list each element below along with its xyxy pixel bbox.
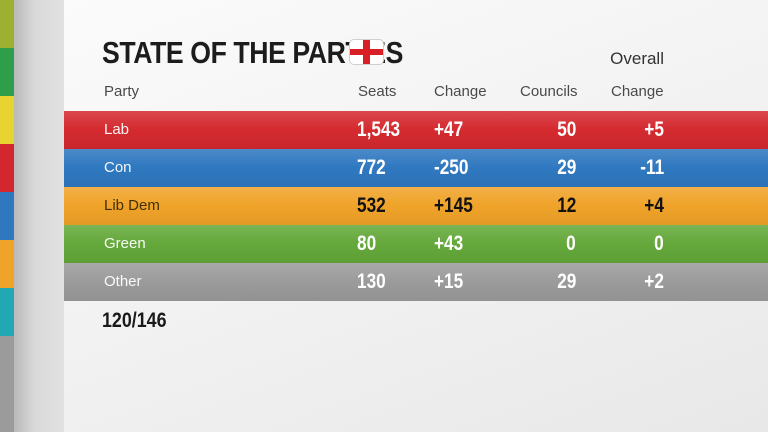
party-name: Green bbox=[104, 235, 146, 252]
councils-change-value: 0 bbox=[654, 232, 664, 255]
councils-value: 29 bbox=[556, 156, 576, 179]
side-stripe bbox=[0, 48, 14, 96]
edge-shadow bbox=[14, 0, 66, 432]
side-stripe bbox=[0, 96, 14, 144]
header-seats: Seats bbox=[358, 83, 397, 100]
councils-value: 0 bbox=[566, 232, 576, 255]
header-change: Change bbox=[434, 83, 487, 100]
party-row-other: Other 130 +15 29 +2 bbox=[64, 263, 768, 301]
overall-label: Overall bbox=[610, 49, 664, 68]
seats-change-value: -250 bbox=[434, 156, 469, 179]
side-stripe bbox=[0, 240, 14, 288]
seats-value: 1,543 bbox=[357, 118, 401, 141]
party-name: Other bbox=[104, 273, 142, 290]
side-stripe bbox=[0, 336, 14, 432]
party-name: Lib Dem bbox=[104, 197, 160, 214]
seats-value: 772 bbox=[357, 156, 386, 179]
header-councils: Councils bbox=[520, 83, 578, 100]
councils-value: 50 bbox=[556, 118, 576, 141]
party-name: Lab bbox=[104, 121, 130, 138]
councils-change-value: +4 bbox=[644, 194, 664, 217]
party-name: Con bbox=[104, 159, 132, 176]
party-row-lib-dem: Lib Dem 532 +145 12 +4 bbox=[64, 187, 768, 225]
councils-declared-count: 120/146 bbox=[102, 309, 167, 332]
seats-value: 80 bbox=[357, 232, 377, 255]
seats-value: 130 bbox=[357, 270, 386, 293]
seats-value: 532 bbox=[357, 194, 386, 217]
header-councils-change: Change bbox=[611, 83, 664, 100]
side-stripe bbox=[0, 0, 14, 48]
side-stripe bbox=[0, 144, 14, 192]
side-stripe bbox=[0, 288, 14, 336]
seats-change-value: +15 bbox=[434, 270, 464, 293]
seats-change-value: +47 bbox=[434, 118, 464, 141]
seats-change-value: +43 bbox=[434, 232, 464, 255]
side-stripe bbox=[0, 192, 14, 240]
party-row-green: Green 80 +43 0 0 bbox=[64, 225, 768, 263]
seats-change-value: +145 bbox=[434, 194, 473, 217]
england-flag-icon bbox=[350, 40, 383, 64]
councils-change-value: -11 bbox=[640, 156, 664, 179]
councils-change-value: +5 bbox=[644, 118, 664, 141]
councils-value: 12 bbox=[556, 194, 576, 217]
councils-value: 29 bbox=[556, 270, 576, 293]
councils-change-value: +2 bbox=[644, 270, 664, 293]
header-party: Party bbox=[104, 83, 140, 100]
party-row-lab: Lab 1,543 +47 50 +5 bbox=[64, 111, 768, 149]
party-row-con: Con 772 -250 29 -11 bbox=[64, 149, 768, 187]
